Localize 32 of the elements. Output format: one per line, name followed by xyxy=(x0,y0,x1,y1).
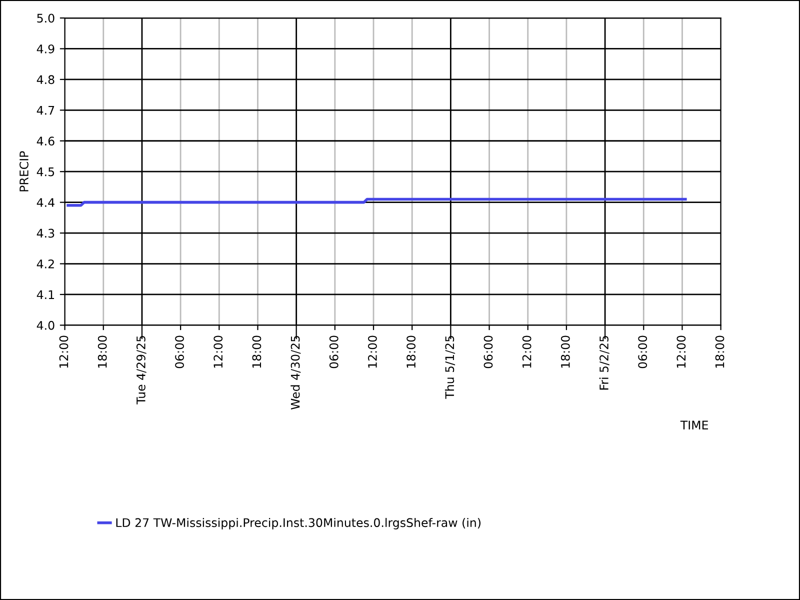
y-tick-label: 5.0 xyxy=(37,14,54,23)
y-tick-label: 4.9 xyxy=(36,44,54,54)
x-tick-label: 12:00 xyxy=(59,336,68,368)
x-tick-label: Wed 4/30/25 xyxy=(290,336,301,410)
x-tick-label: 18:00 xyxy=(715,336,724,368)
legend-label: LD 27 TW-Mississippi.Precip.Inst.30Minutes.0.lrgsShef-raw (in) xyxy=(116,518,480,530)
x-tick-label: 12:00 xyxy=(214,336,223,368)
y-tick-label: 4.8 xyxy=(36,75,54,84)
x-tick-label: 18:00 xyxy=(98,336,107,368)
x-axis-title: TIME xyxy=(680,420,708,430)
x-tick-label: Thu 5/1/25 xyxy=(444,336,456,399)
x-tick-label: Tue 4/29/25 xyxy=(136,336,146,404)
y-tick-label: 4.5 xyxy=(36,167,54,176)
x-tick-label: 12:00 xyxy=(368,336,377,368)
x-tick-label: 18:00 xyxy=(560,336,570,368)
x-tick-label: 12:00 xyxy=(676,336,686,368)
y-tick-label: 4.0 xyxy=(36,320,54,330)
x-tick-label: 06:00 xyxy=(175,336,184,368)
y-tick-label: 4.4 xyxy=(36,198,54,207)
x-tick-label: 06:00 xyxy=(484,336,493,368)
y-axis-title: PRECIP xyxy=(20,151,28,192)
x-tick-label: 06:00 xyxy=(638,336,648,368)
x-tick-label: 18:00 xyxy=(406,336,416,368)
x-tick-label: 12:00 xyxy=(522,336,532,368)
y-tick-label: 4.2 xyxy=(36,259,54,268)
x-tick-label: Fri 5/2/25 xyxy=(599,336,610,390)
y-tick-label: 4.3 xyxy=(36,228,54,238)
x-tick-label: 06:00 xyxy=(329,336,338,368)
y-tick-label: 4.7 xyxy=(36,106,54,115)
y-tick-label: 4.6 xyxy=(36,136,54,146)
x-tick-label: 18:00 xyxy=(252,336,262,368)
y-tick-label: 4.1 xyxy=(36,290,54,299)
